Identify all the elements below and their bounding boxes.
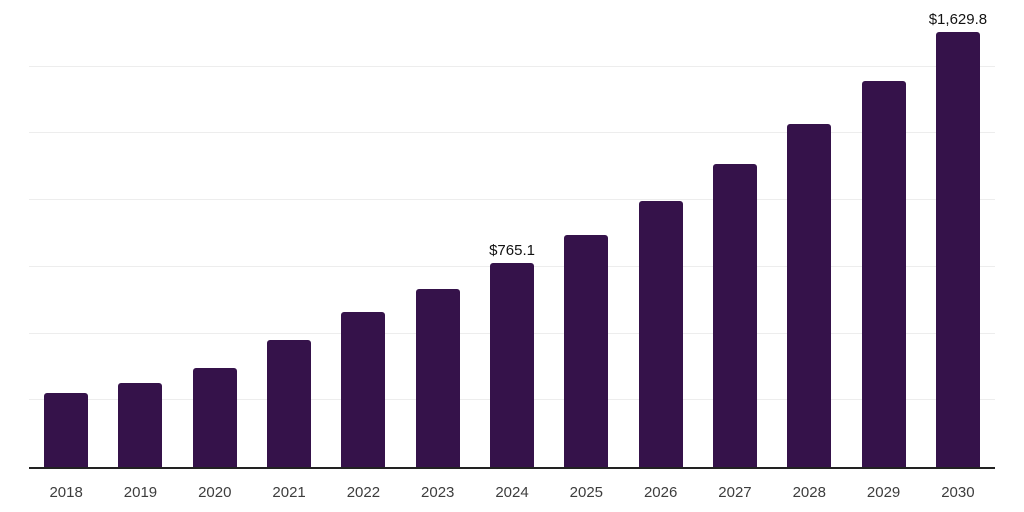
bar-2023 bbox=[415, 289, 460, 467]
bar-2030 bbox=[935, 32, 980, 467]
x-axis-label-2022: 2022 bbox=[346, 484, 381, 501]
bar-column-2021 bbox=[252, 2, 326, 467]
bar-column-2019 bbox=[103, 2, 177, 467]
gridline bbox=[29, 199, 995, 201]
bar-column-2028 bbox=[772, 2, 846, 467]
x-axis-label-2030: 2030 bbox=[941, 484, 975, 501]
x-axis-label-2018: 2018 bbox=[49, 484, 83, 501]
bar-column-2024: $765.1 bbox=[475, 2, 549, 467]
bar-column-2026 bbox=[624, 2, 698, 467]
bar-2029 bbox=[861, 81, 906, 467]
x-axis-label-2020: 2020 bbox=[198, 484, 232, 501]
x-axis-label-2024: 2024 bbox=[495, 484, 529, 501]
x-axis-label-2023: 2023 bbox=[421, 484, 455, 501]
bar-column-2023 bbox=[401, 2, 475, 467]
bar-2019 bbox=[118, 383, 163, 467]
plot-area: $765.1 $1,629.8 bbox=[29, 2, 995, 469]
bar-column-2029 bbox=[846, 2, 920, 467]
gridline bbox=[29, 65, 995, 67]
x-axis: 2018 2019 2020 2021 2022 2023 2024 2025 2026 2027… bbox=[29, 484, 995, 504]
x-axis-label-2019: 2019 bbox=[123, 484, 158, 501]
gridline bbox=[29, 132, 995, 134]
bars-row: $765.1 $1,629.8 bbox=[29, 2, 995, 467]
bar-column-2027 bbox=[698, 2, 772, 467]
bar-2018 bbox=[44, 393, 89, 467]
bar-2028 bbox=[787, 124, 832, 467]
x-axis-label-2029: 2029 bbox=[866, 484, 901, 501]
data-label-2024: $765.1 bbox=[489, 242, 535, 259]
bar-2020 bbox=[192, 368, 237, 467]
data-label-2030: $1,629.8 bbox=[928, 11, 988, 28]
bar-2024 bbox=[490, 263, 535, 467]
bar-column-2020 bbox=[178, 2, 252, 467]
bar-column-2025 bbox=[549, 2, 623, 467]
x-axis-label-2026: 2026 bbox=[643, 484, 678, 501]
x-axis-label-2028: 2028 bbox=[792, 484, 826, 501]
bar-2026 bbox=[638, 201, 683, 467]
x-axis-label-2025: 2025 bbox=[569, 484, 604, 501]
bar-column-2022 bbox=[326, 2, 400, 467]
bar-2022 bbox=[341, 312, 386, 467]
bar-2025 bbox=[564, 235, 609, 467]
bar-column-2030: $1,629.8 bbox=[921, 2, 995, 467]
bar-2021 bbox=[267, 340, 312, 467]
bar-2027 bbox=[712, 164, 757, 467]
x-axis-label-2021: 2021 bbox=[272, 484, 306, 501]
bar-column-2018 bbox=[29, 2, 103, 467]
x-axis-label-2027: 2027 bbox=[718, 484, 752, 501]
